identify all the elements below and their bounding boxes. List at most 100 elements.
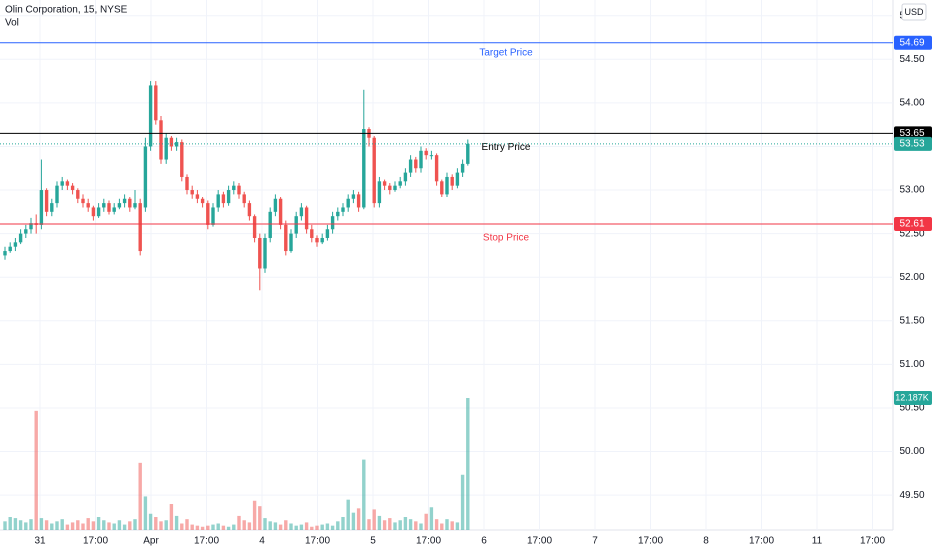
candle-body [128, 198, 132, 208]
candle-body [70, 185, 75, 191]
volume-bar [455, 522, 460, 530]
volume-bar [81, 523, 85, 530]
candle-body [336, 211, 340, 217]
candle-body [299, 207, 304, 217]
candle-body [154, 85, 158, 121]
level-badge-label: 52.61 [899, 219, 924, 230]
currency-label[interactable]: USD [904, 7, 924, 17]
volume-bar [143, 496, 148, 530]
candle-body [200, 198, 205, 204]
volume-bar [388, 518, 392, 530]
y-tick-label: 51.50 [899, 315, 924, 326]
candle-body [252, 216, 257, 238]
candle-body [258, 237, 262, 269]
volume-bar [50, 523, 54, 530]
x-tick-label: 11 [812, 536, 823, 547]
volume-title: Vol [5, 18, 19, 29]
x-tick-label: 17:00 [860, 536, 885, 547]
volume-bar [190, 524, 194, 530]
candle-body [102, 203, 106, 208]
candle-body [190, 190, 194, 195]
volume-bar [185, 519, 189, 530]
candle-body [247, 203, 252, 217]
volume-badge-label: 12.187K [895, 392, 929, 402]
candle-body [242, 194, 246, 204]
volume-bar [24, 522, 28, 530]
volume-bar [226, 526, 231, 530]
volume-bar [325, 523, 330, 530]
candle-body [206, 203, 210, 225]
volume-bar [148, 513, 153, 530]
volume-bar [372, 509, 376, 530]
volume-bar [211, 524, 215, 530]
candle-body [221, 194, 226, 204]
candle-body [164, 137, 168, 160]
candle-body [388, 185, 392, 191]
level-badge-label: 53.65 [899, 128, 924, 139]
candle-body [180, 142, 184, 177]
candle-body [65, 181, 70, 186]
volume-bar [164, 520, 168, 530]
volume-bar [91, 521, 96, 530]
candle-body [403, 172, 408, 182]
x-tick-label: 5 [370, 536, 376, 547]
volume-bar [284, 520, 288, 530]
candle-body [284, 224, 288, 252]
candle-body [211, 207, 215, 225]
volume-bar [216, 523, 220, 530]
candle-body [289, 233, 293, 252]
volume-bar [65, 524, 70, 530]
candle-body [60, 181, 64, 186]
volume-bar [346, 499, 350, 530]
volume-bar [263, 518, 267, 530]
volume-bar [273, 522, 278, 530]
volume-bar [450, 521, 454, 530]
x-tick-label: 17:00 [83, 536, 108, 547]
volume-bar [310, 526, 314, 530]
candle-body [138, 203, 142, 252]
candle-body [226, 190, 231, 204]
volume-bar [232, 524, 236, 530]
volume-bar [29, 519, 33, 530]
volume-bar [362, 459, 366, 530]
volume-bar [107, 522, 111, 530]
volume-bar [341, 517, 345, 530]
volume-bar [258, 506, 262, 530]
y-tick-label: 49.50 [899, 490, 924, 501]
volume-bar [330, 525, 335, 530]
candle-body [237, 185, 241, 195]
candle-body [268, 211, 272, 238]
y-tick-label: 54.50 [899, 54, 924, 65]
last-price-badge [894, 136, 932, 151]
volume-bar [154, 517, 158, 530]
y-tick-label: 50.00 [899, 446, 924, 457]
candle-body [81, 198, 85, 204]
level-label: Target Price [479, 47, 533, 58]
volume-bar [289, 523, 293, 530]
volume-bar [13, 518, 18, 530]
chart-title: Olin Corporation, 15, NYSE [5, 5, 128, 16]
volume-bar [445, 519, 449, 530]
currency-badge[interactable] [901, 3, 927, 21]
x-tick-label: 17:00 [416, 536, 441, 547]
candle-body [278, 198, 283, 225]
volume-bar [393, 522, 397, 530]
level-badge-label: 54.69 [899, 37, 924, 48]
candle-body [76, 190, 80, 199]
volume-bar [195, 525, 200, 530]
candle-body [122, 198, 127, 204]
volume-bar [206, 525, 210, 530]
x-tick-label: 17:00 [305, 536, 330, 547]
x-tick-label: Apr [143, 536, 159, 547]
candle-body [44, 190, 49, 212]
overlay: 49.50 50.00 50.50 51.00 51.50 52.00 52.50 53.00… [0, 10, 932, 547]
candle-body [112, 207, 116, 212]
candle-body [424, 150, 428, 156]
candle-body [351, 194, 356, 199]
volume-bar [60, 519, 64, 530]
candle-body [24, 229, 28, 234]
candle-body [107, 203, 111, 212]
y-tick-label: 54.00 [899, 98, 924, 109]
candle-body [460, 163, 465, 173]
y-tick-label: 53.00 [899, 185, 924, 196]
